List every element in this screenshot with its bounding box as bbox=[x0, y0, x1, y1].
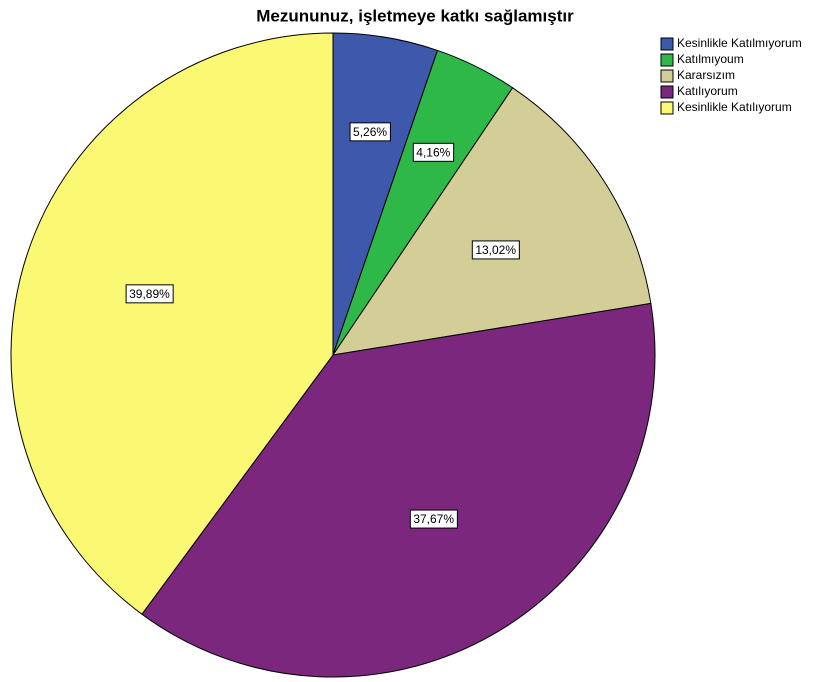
legend-label: Kesinlikle Katılıyorum bbox=[677, 100, 792, 114]
data-label-box bbox=[349, 122, 391, 142]
legend-swatch bbox=[660, 53, 674, 67]
legend-swatch bbox=[660, 69, 674, 83]
data-label: 4,16% bbox=[416, 145, 450, 159]
chart-title: Mezununuz, işletmeye katkı sağlamıştır bbox=[256, 6, 574, 25]
data-label: 37,67% bbox=[413, 512, 454, 526]
data-label: 5,26% bbox=[353, 125, 387, 139]
legend-label: Katılıyorum bbox=[677, 84, 738, 98]
legend-label: Katılmıyoum bbox=[677, 52, 744, 66]
pie-slice bbox=[331, 87, 652, 356]
data-label-box bbox=[412, 142, 455, 162]
pie-slice bbox=[10, 32, 334, 615]
legend-swatch bbox=[660, 101, 674, 115]
legend-swatch bbox=[660, 37, 674, 51]
data-label-box bbox=[125, 284, 174, 304]
legend-swatch bbox=[660, 85, 674, 99]
legend-label: Kesinlikle Katılmıyorum bbox=[677, 36, 802, 50]
data-label: 39,89% bbox=[129, 287, 170, 301]
data-label-box bbox=[409, 509, 458, 529]
data-label: 13,02% bbox=[475, 243, 516, 257]
legend-label: Kararsızım bbox=[677, 68, 735, 82]
pie-slice bbox=[141, 302, 656, 678]
data-label-box bbox=[471, 240, 520, 260]
